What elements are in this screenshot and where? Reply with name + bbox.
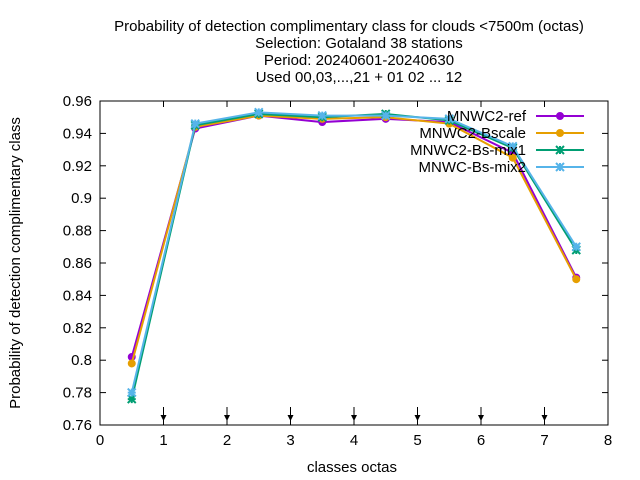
x-minor-marker-head bbox=[414, 415, 421, 421]
y-tick-label: 0.96 bbox=[63, 93, 92, 110]
marker-stroke bbox=[127, 387, 137, 398]
x-tick-label: 8 bbox=[604, 432, 612, 449]
x-tick-label: 3 bbox=[286, 432, 294, 449]
legend-label: MNWC2-Bs-mix1 bbox=[410, 142, 526, 159]
legend-marker bbox=[555, 162, 565, 172]
y-tick-label: 0.84 bbox=[63, 287, 92, 304]
data-point bbox=[508, 141, 518, 152]
data-point bbox=[508, 153, 517, 162]
series-line bbox=[130, 114, 578, 364]
x-tick-label: 7 bbox=[540, 432, 548, 449]
legend-label: MNWC-Bs-mix2 bbox=[419, 159, 526, 176]
series-line bbox=[130, 111, 578, 393]
y-tick-label: 0.76 bbox=[63, 417, 92, 434]
data-point bbox=[127, 387, 137, 398]
y-tick-label: 0.94 bbox=[63, 125, 92, 142]
x-tick-label: 5 bbox=[413, 432, 421, 449]
x-axis-label: classes octas bbox=[307, 459, 397, 476]
title-line-3: Period: 20240601-20240630 bbox=[264, 52, 454, 69]
plot-border bbox=[99, 100, 609, 426]
legend: MNWC2-refMNWC2-BscaleMNWC2-Bs-mix1MNWC-B… bbox=[410, 108, 584, 176]
x-minor-marker-head bbox=[160, 415, 167, 421]
data-point bbox=[571, 242, 581, 252]
series-lines bbox=[127, 107, 581, 404]
x-minor-marker-head bbox=[287, 415, 294, 421]
data-point bbox=[127, 359, 136, 368]
marker-stroke bbox=[508, 141, 518, 152]
series-mnwc-bs-mix2 bbox=[127, 107, 581, 398]
series-line bbox=[130, 114, 578, 358]
data-point bbox=[190, 118, 200, 129]
y-tick-label: 0.8 bbox=[71, 352, 92, 369]
y-tick-label: 0.9 bbox=[71, 190, 92, 207]
x-tick-label: 0 bbox=[96, 432, 104, 449]
marker-stroke bbox=[317, 110, 327, 121]
marker-stroke bbox=[444, 114, 454, 124]
title-line-1: Probability of detection complimentary c… bbox=[114, 18, 584, 35]
y-tick-label: 0.82 bbox=[63, 320, 92, 337]
x-tick-label: 2 bbox=[223, 432, 231, 449]
legend-marker bbox=[556, 129, 564, 137]
x-tick-label: 6 bbox=[477, 432, 485, 449]
marker-stroke bbox=[381, 110, 391, 121]
title-line-2: Selection: Gotaland 38 stations bbox=[255, 35, 463, 52]
marker-stroke bbox=[555, 162, 565, 172]
marker-stroke bbox=[190, 118, 200, 129]
data-point bbox=[572, 275, 581, 284]
legend-marker bbox=[555, 145, 565, 155]
data-point bbox=[317, 110, 327, 121]
x-minor-marker-head bbox=[478, 415, 484, 421]
y-tick-label: 0.92 bbox=[63, 158, 92, 175]
x-minor-marker-head bbox=[541, 415, 548, 421]
chart-title: Probability of detection complimentary c… bbox=[114, 18, 584, 86]
marker-stroke bbox=[127, 394, 137, 404]
legend-marker bbox=[556, 112, 564, 120]
y-tick-label: 0.88 bbox=[63, 223, 92, 240]
x-tick-label: 4 bbox=[350, 432, 358, 449]
legend-label: MNWC2-ref bbox=[447, 108, 527, 125]
marker-stroke bbox=[571, 242, 581, 252]
data-point bbox=[254, 107, 264, 118]
x-minor-marker-head bbox=[351, 415, 357, 421]
data-point bbox=[444, 114, 454, 124]
plot-area bbox=[99, 100, 609, 426]
legend-label: MNWC2-Bscale bbox=[419, 125, 526, 142]
y-tick-label: 0.86 bbox=[63, 255, 92, 272]
axis-ticks: 0.76 0.78 0.8 0.82 0.84 0.86 0.88 0.9 0.92 0.94 0.… bbox=[63, 93, 612, 449]
marker-stroke bbox=[555, 145, 565, 155]
y-tick-label: 0.78 bbox=[63, 385, 92, 402]
y-axis-label: Probability of detection complimentary c… bbox=[7, 117, 24, 409]
data-point bbox=[127, 394, 137, 404]
x-tick-label: 1 bbox=[159, 432, 167, 449]
marker-stroke bbox=[254, 107, 264, 118]
title-line-4: Used 00,03,...,21 + 01 02 ... 12 bbox=[256, 69, 462, 86]
data-point bbox=[381, 110, 391, 121]
x-minor-marker-head bbox=[224, 415, 230, 421]
